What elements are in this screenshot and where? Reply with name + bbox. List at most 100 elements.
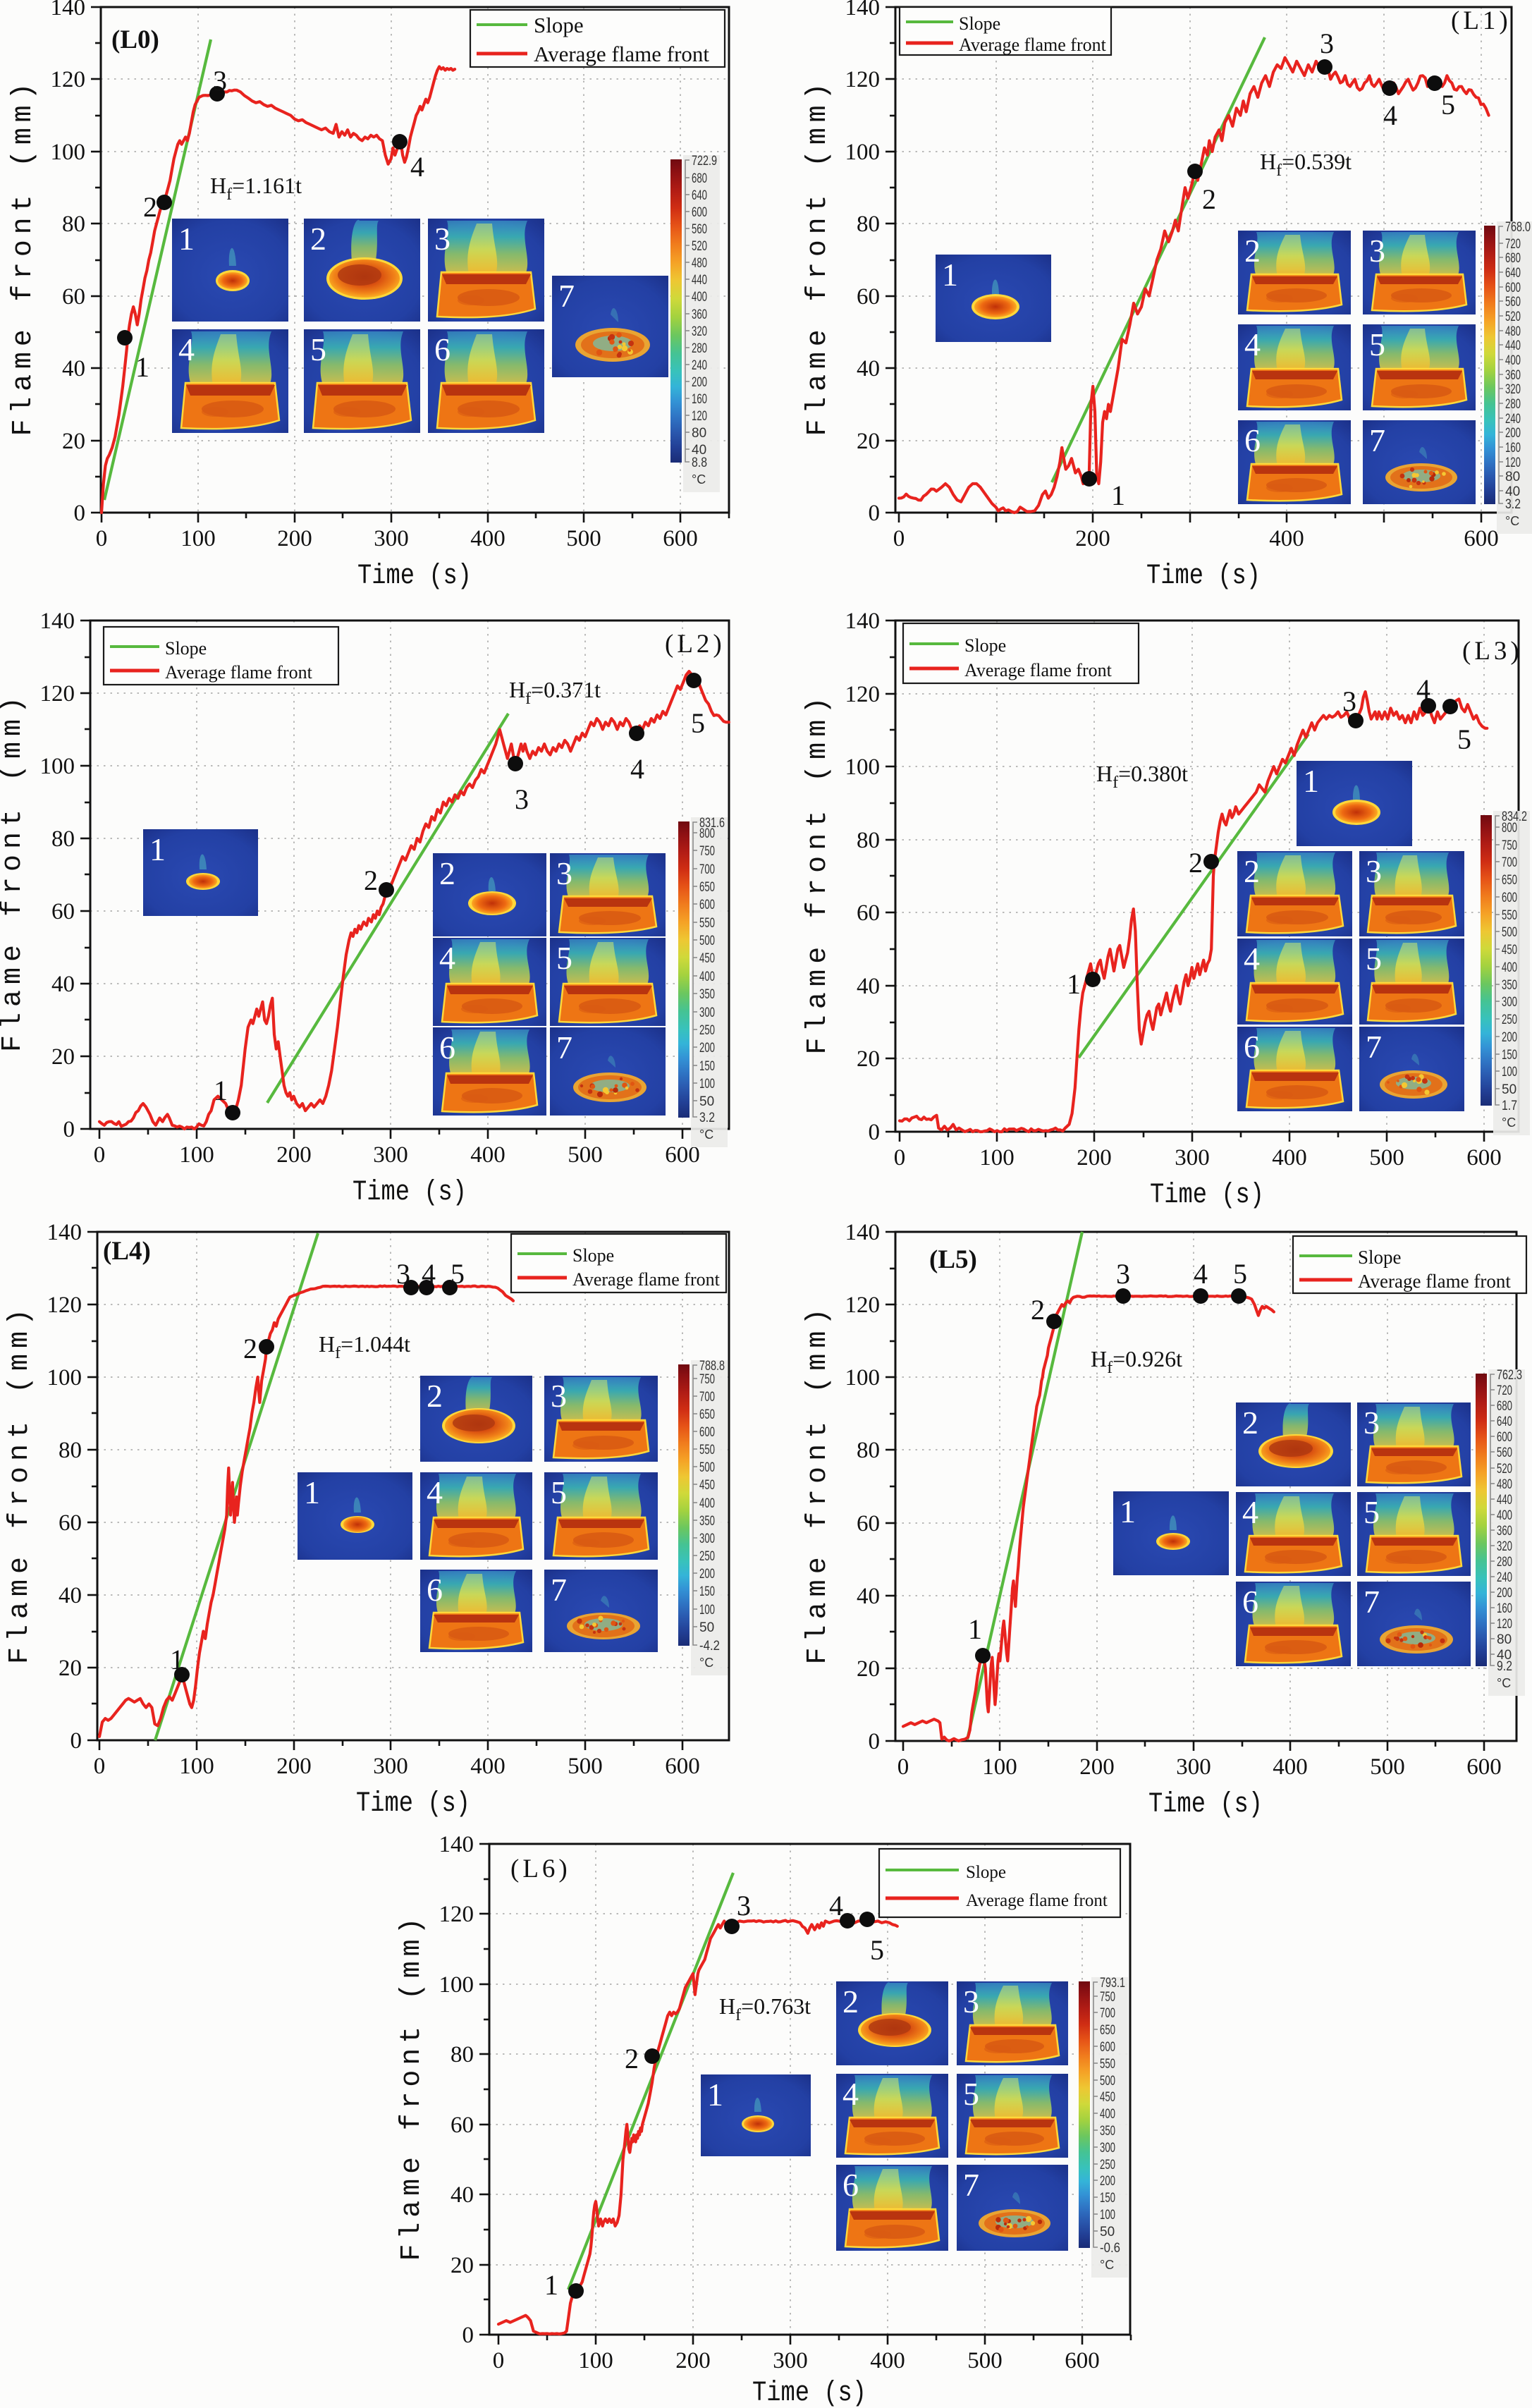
svg-text:700: 700 bbox=[1100, 2006, 1115, 2021]
svg-text:4: 4 bbox=[1244, 941, 1260, 977]
svg-text:5: 5 bbox=[1366, 941, 1382, 977]
svg-text:1: 1 bbox=[1120, 1493, 1136, 1529]
svg-text:140: 140 bbox=[845, 0, 881, 20]
svg-text:7: 7 bbox=[558, 278, 575, 314]
svg-text:600: 600 bbox=[663, 526, 698, 551]
svg-text:2: 2 bbox=[1189, 847, 1203, 879]
svg-text:4: 4 bbox=[829, 1890, 843, 1921]
svg-text:120: 120 bbox=[845, 682, 881, 707]
svg-text:700: 700 bbox=[699, 862, 715, 877]
svg-text:600: 600 bbox=[1466, 1145, 1502, 1171]
svg-text:6: 6 bbox=[427, 1572, 443, 1608]
svg-text:500: 500 bbox=[699, 1460, 715, 1475]
svg-text:6: 6 bbox=[1242, 1584, 1258, 1620]
svg-text:120: 120 bbox=[845, 67, 881, 92]
svg-text:550: 550 bbox=[699, 916, 715, 931]
svg-text:6: 6 bbox=[1244, 422, 1261, 458]
svg-text:100: 100 bbox=[179, 1754, 214, 1779]
svg-text:200: 200 bbox=[276, 1142, 312, 1168]
svg-text:20: 20 bbox=[857, 1046, 880, 1072]
svg-text:200: 200 bbox=[277, 526, 312, 551]
svg-text:750: 750 bbox=[699, 1372, 715, 1387]
svg-text:1: 1 bbox=[968, 1613, 982, 1645]
svg-text:2: 2 bbox=[439, 855, 455, 891]
svg-text:400: 400 bbox=[870, 2348, 905, 2373]
svg-text:200: 200 bbox=[1079, 1754, 1115, 1780]
svg-text:440: 440 bbox=[1505, 338, 1521, 353]
svg-text:600: 600 bbox=[1065, 2348, 1100, 2373]
svg-text:3: 3 bbox=[1342, 685, 1356, 717]
svg-text:3: 3 bbox=[1364, 1405, 1380, 1441]
svg-text:3: 3 bbox=[1369, 233, 1385, 269]
svg-text:3: 3 bbox=[963, 1984, 979, 2019]
svg-text:(L2): (L2) bbox=[665, 630, 725, 659]
svg-text:60: 60 bbox=[857, 284, 880, 310]
svg-text:3: 3 bbox=[1366, 853, 1382, 889]
svg-text:(L0): (L0) bbox=[111, 25, 159, 54]
svg-text:5: 5 bbox=[1233, 1258, 1247, 1290]
svg-text:140: 140 bbox=[439, 1832, 474, 1857]
svg-text:750: 750 bbox=[699, 844, 715, 859]
svg-text:2: 2 bbox=[427, 1378, 443, 1414]
svg-text:(L1): (L1) bbox=[1451, 6, 1512, 35]
svg-text:200: 200 bbox=[1505, 426, 1521, 441]
svg-text:80: 80 bbox=[51, 826, 75, 852]
svg-text:7: 7 bbox=[551, 1572, 567, 1608]
svg-text:Time (s): Time (s) bbox=[1148, 1789, 1263, 1821]
svg-text:4: 4 bbox=[427, 1474, 443, 1510]
svg-text:0: 0 bbox=[71, 1728, 82, 1754]
svg-text:140: 140 bbox=[845, 609, 881, 634]
svg-text:400: 400 bbox=[1269, 526, 1304, 551]
svg-text:722.9: 722.9 bbox=[692, 154, 717, 169]
svg-text:450: 450 bbox=[1100, 2090, 1115, 2105]
svg-text:1: 1 bbox=[178, 221, 195, 257]
svg-text:6: 6 bbox=[1244, 1029, 1260, 1065]
svg-text:150: 150 bbox=[699, 1059, 715, 1074]
svg-text:650: 650 bbox=[1502, 873, 1517, 888]
svg-text:3.2: 3.2 bbox=[1505, 497, 1521, 512]
svg-text:300: 300 bbox=[1100, 2141, 1115, 2156]
svg-text:0: 0 bbox=[462, 2323, 474, 2348]
svg-text:1: 1 bbox=[149, 831, 166, 867]
svg-text:40: 40 bbox=[692, 443, 706, 458]
svg-text:500: 500 bbox=[699, 934, 715, 948]
svg-text:400: 400 bbox=[699, 1496, 715, 1511]
svg-text:2: 2 bbox=[143, 191, 157, 223]
svg-text:Slope: Slope bbox=[959, 13, 1000, 34]
svg-text:450: 450 bbox=[699, 951, 715, 966]
svg-text:120: 120 bbox=[692, 409, 707, 424]
svg-text:50: 50 bbox=[699, 1094, 714, 1109]
svg-text:20: 20 bbox=[857, 1656, 880, 1682]
svg-text:360: 360 bbox=[692, 307, 707, 322]
svg-text:520: 520 bbox=[1505, 310, 1521, 324]
svg-text:2: 2 bbox=[1244, 853, 1260, 889]
svg-text:2: 2 bbox=[1202, 183, 1216, 215]
svg-text:200: 200 bbox=[1077, 1145, 1112, 1171]
svg-text:680: 680 bbox=[1505, 251, 1521, 266]
svg-text:5: 5 bbox=[556, 940, 572, 976]
svg-text:0: 0 bbox=[869, 1120, 881, 1145]
svg-text:550: 550 bbox=[1502, 908, 1517, 923]
svg-text:680: 680 bbox=[692, 171, 707, 186]
svg-text:560: 560 bbox=[692, 222, 707, 237]
svg-text:4: 4 bbox=[178, 331, 195, 367]
svg-text:Time (s): Time (s) bbox=[752, 2378, 866, 2408]
svg-text:800: 800 bbox=[699, 826, 715, 841]
svg-text:4: 4 bbox=[1416, 673, 1430, 705]
svg-text:120: 120 bbox=[1497, 1617, 1512, 1632]
svg-text:250: 250 bbox=[1502, 1013, 1517, 1027]
svg-text:40: 40 bbox=[857, 1584, 880, 1609]
svg-text:480: 480 bbox=[1497, 1477, 1512, 1492]
svg-text:240: 240 bbox=[692, 358, 707, 373]
svg-text:834.2: 834.2 bbox=[1502, 809, 1527, 824]
svg-text:1: 1 bbox=[214, 1075, 228, 1106]
svg-text:4: 4 bbox=[842, 2076, 859, 2112]
svg-text:(L5): (L5) bbox=[929, 1245, 977, 1274]
svg-text:400: 400 bbox=[692, 290, 707, 305]
svg-text:100: 100 bbox=[1100, 2208, 1115, 2223]
svg-text:500: 500 bbox=[967, 2348, 1003, 2373]
svg-text:50: 50 bbox=[1502, 1082, 1516, 1097]
svg-text:100: 100 bbox=[699, 1077, 715, 1092]
svg-text:60: 60 bbox=[59, 1510, 82, 1536]
svg-text:100: 100 bbox=[179, 1142, 214, 1168]
